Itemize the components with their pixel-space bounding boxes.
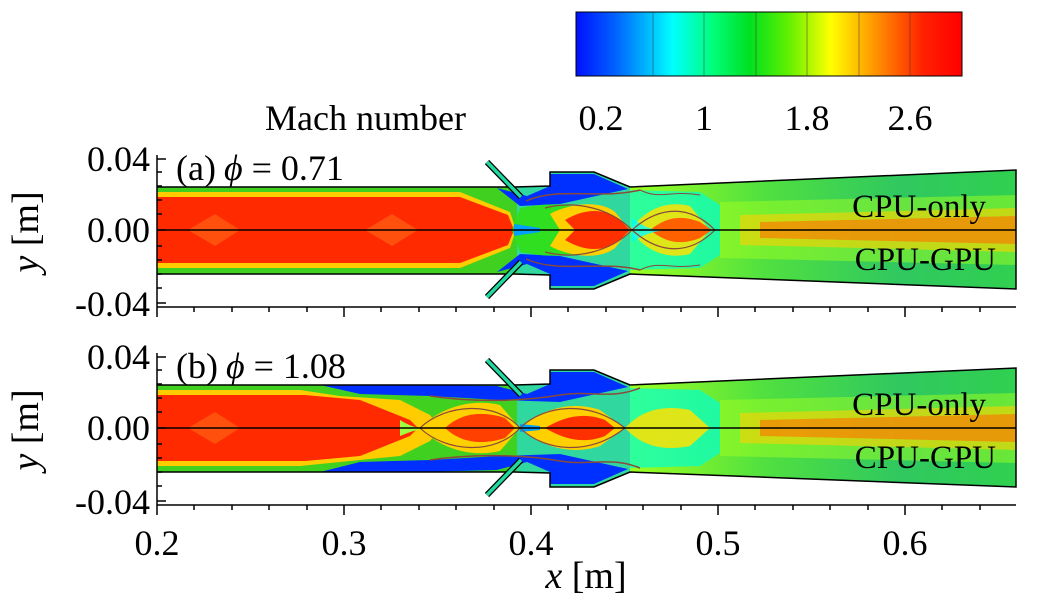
y-axis-a [156, 155, 166, 307]
colorbar: Mach number 0.2 1 1.8 2.6 [265, 11, 963, 138]
colorbar-gradient [575, 11, 963, 77]
y-tick-label: 0.04 [87, 337, 150, 377]
y-tick-label: 0.00 [87, 210, 150, 250]
cpu-only-label: CPU-only [852, 387, 986, 423]
y-axis-b [156, 353, 166, 505]
y-axis-label: y [m] [5, 389, 47, 474]
x-tick-label: 0.5 [696, 523, 741, 563]
cpu-only-label: CPU-only [852, 189, 986, 225]
cpu-gpu-label: CPU-GPU [855, 242, 996, 278]
y-tick-label: -0.04 [75, 482, 150, 522]
x-axis-label: x [m] [544, 555, 626, 597]
x-tick-label: 0.2 [135, 523, 180, 563]
x-axis-a [156, 306, 1016, 317]
x-tick-label: 0.4 [509, 523, 554, 563]
panel-label: (a) ϕ = 0.71 [176, 148, 344, 188]
colorbar-tick-label: 0.2 [579, 98, 624, 138]
y-tick-label: 0.04 [87, 139, 150, 179]
panel-label: (b) ϕ = 1.08 [176, 346, 346, 386]
x-tick-label: 0.3 [322, 523, 367, 563]
panel-b: (b) ϕ = 1.08 CPU-only CPU-GPU 0.04 0.00 -… [5, 337, 1017, 522]
cpu-gpu-label: CPU-GPU [855, 440, 996, 476]
colorbar-title: Mach number [265, 98, 466, 138]
y-tick-label: -0.04 [75, 284, 150, 324]
x-tick-label: 0.6 [883, 523, 928, 563]
colorbar-dividers [652, 12, 911, 76]
colorbar-tick-label: 1 [695, 98, 713, 138]
x-axis-b [156, 504, 1016, 515]
colorbar-tick-label: 2.6 [888, 98, 933, 138]
panel-a: (a) ϕ = 0.71 CPU-only CPU-GPU 0.04 0.00 -… [5, 139, 1017, 324]
y-axis-label: y [m] [5, 191, 47, 276]
colorbar-tick-label: 1.8 [785, 98, 830, 138]
y-tick-label: 0.00 [87, 408, 150, 448]
